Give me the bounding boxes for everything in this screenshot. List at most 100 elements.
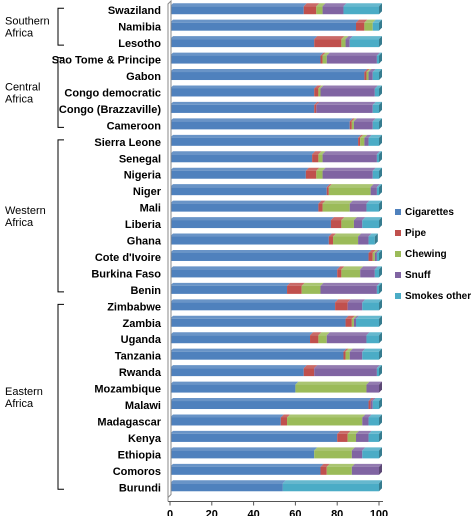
bar-top-burkina-faso-cigarettes — [170, 266, 341, 270]
legend-swatch-smokes-other — [395, 293, 401, 299]
bar-top-swaziland-cigarettes — [170, 3, 307, 7]
bar-end-cameroon — [379, 118, 382, 130]
category-label-gabon: Gabon — [126, 71, 161, 83]
bar-liberia-smokes-other — [362, 220, 379, 229]
bar-top-comoros-chewing — [326, 463, 355, 467]
bar-senegal-smokes-other — [376, 154, 379, 163]
bar-row-mali — [170, 200, 382, 212]
x-tick-label-60: 60 — [289, 509, 301, 516]
bar-row-ghana — [170, 233, 378, 245]
bar-senegal-pipe — [312, 154, 319, 163]
bar-ethiopia-smokes-other — [362, 450, 379, 459]
group-label-eastern-africa-line-1: Eastern — [5, 386, 43, 398]
bar-top-senegal-smokes-other — [376, 151, 382, 155]
bar-top-comoros-snuff — [351, 463, 382, 467]
bar-zimbabwe-smokes-other — [362, 302, 379, 311]
bar-top-swaziland-snuff — [322, 3, 347, 7]
bar-top-senegal-chewing — [318, 151, 326, 155]
bar-top-namibia-cigarettes — [170, 19, 360, 23]
bar-top-zimbabwe-cigarettes — [170, 299, 339, 303]
bar-top-mali-pipe — [318, 200, 326, 204]
bar-top-niger-snuff — [370, 184, 380, 188]
category-label-benin: Benin — [130, 285, 161, 297]
bar-row-comoros — [170, 463, 382, 475]
bar-row-lesotho — [170, 36, 382, 48]
bar-zambia-pipe — [345, 318, 352, 327]
bar-row-senegal — [170, 151, 382, 163]
bar-end-burundi — [379, 480, 382, 492]
bar-uganda-snuff — [326, 335, 367, 344]
category-label-rwanda: Rwanda — [119, 367, 162, 379]
bar-row-uganda — [170, 332, 382, 344]
bar-sierra-leone-pipe — [358, 137, 361, 146]
bar-niger-chewing — [328, 187, 371, 196]
bar-row-congo-democratic — [170, 85, 382, 97]
bar-top-liberia-snuff — [353, 217, 366, 221]
bar-top-comoros-pipe — [320, 463, 330, 467]
bar-top-niger-pipe — [326, 184, 332, 188]
bar-burkina-faso-cigarettes — [170, 269, 338, 278]
bar-liberia-cigarettes — [170, 220, 331, 229]
bar-niger-smokes-other — [376, 187, 379, 196]
bar-benin-pipe — [287, 285, 302, 294]
bar-top-madagascar-smokes-other — [368, 414, 382, 418]
bar-madagascar-cigarettes — [170, 417, 281, 426]
bar-end-ethiopia — [379, 447, 382, 459]
bar-malawi-cigarettes — [170, 401, 369, 410]
bar-mali-snuff — [349, 203, 367, 212]
bar-row-tanzania — [170, 348, 382, 360]
bar-cote-d-ivoire-chewing — [372, 252, 375, 261]
bar-top-liberia-pipe — [330, 217, 345, 221]
bar-top-ghana-smokes-other — [368, 233, 378, 237]
group-label-southern-africa-line-1: Southern — [5, 16, 50, 28]
bar-sierra-leone-chewing — [360, 137, 365, 146]
bar-top-congo-brazzaville-smokes-other — [372, 101, 382, 105]
axes: 0 20 40 60 80 100 — [167, 0, 388, 516]
bar-kenya-chewing — [347, 433, 357, 442]
bar-top-burkina-faso-snuff — [360, 266, 378, 270]
bar-top-sierra-leone-pipe — [358, 134, 364, 138]
bar-rwanda-snuff — [314, 368, 377, 377]
bar-congo-brazzaville-cigarettes — [170, 104, 315, 113]
bar-uganda-cigarettes — [170, 335, 311, 344]
bar-lesotho-pipe — [314, 39, 342, 48]
bar-row-namibia — [170, 19, 382, 31]
category-label-tanzania: Tanzania — [115, 351, 162, 363]
bar-top-swaziland-pipe — [303, 3, 320, 7]
bar-top-burundi-cigarettes — [170, 480, 286, 484]
bar-top-zambia-chewing — [351, 315, 357, 319]
bar-end-lesotho — [379, 36, 382, 48]
bar-top-sierra-leone-smokes-other — [368, 134, 382, 138]
bar-top-kenya-snuff — [356, 430, 372, 434]
legend-swatch-cigarettes — [395, 209, 401, 215]
bar-namibia-smokes-other — [372, 22, 379, 31]
x-tick-label-0: 0 — [167, 509, 173, 516]
bar-ghana-chewing — [333, 236, 359, 245]
bar-congo-brazzaville-snuff — [316, 104, 373, 113]
bar-top-cote-d-ivoire-smokes-other — [376, 249, 382, 253]
bar-sierra-leone-smokes-other — [368, 137, 379, 146]
bar-congo-democratic-cigarettes — [170, 88, 315, 97]
bar-rwanda-smokes-other — [376, 368, 379, 377]
bar-liberia-pipe — [330, 220, 342, 229]
bar-top-benin-snuff — [320, 282, 380, 286]
bar-top-namibia-pipe — [356, 19, 368, 23]
bar-end-kenya — [379, 430, 382, 442]
bar-swaziland-pipe — [303, 6, 317, 15]
bar-row-malawi — [170, 398, 382, 410]
bar-benin-cigarettes — [170, 285, 288, 294]
bar-tanzania-chewing — [345, 351, 350, 360]
bar-swaziland-snuff — [322, 6, 344, 15]
bar-tanzania-smokes-other — [362, 351, 379, 360]
bar-top-nigeria-snuff — [322, 167, 376, 171]
bar-row-niger — [170, 184, 382, 196]
bar-end-comoros — [379, 463, 382, 475]
bar-sao-tome-principe-snuff — [326, 55, 377, 64]
bar-top-burkina-faso-chewing — [341, 266, 364, 270]
bar-top-gabon-cigarettes — [170, 69, 368, 73]
bar-top-congo-brazzaville-cigarettes — [170, 101, 318, 105]
category-label-ghana: Ghana — [127, 236, 162, 248]
bar-burkina-faso-chewing — [341, 269, 361, 278]
bar-senegal-snuff — [322, 154, 377, 163]
